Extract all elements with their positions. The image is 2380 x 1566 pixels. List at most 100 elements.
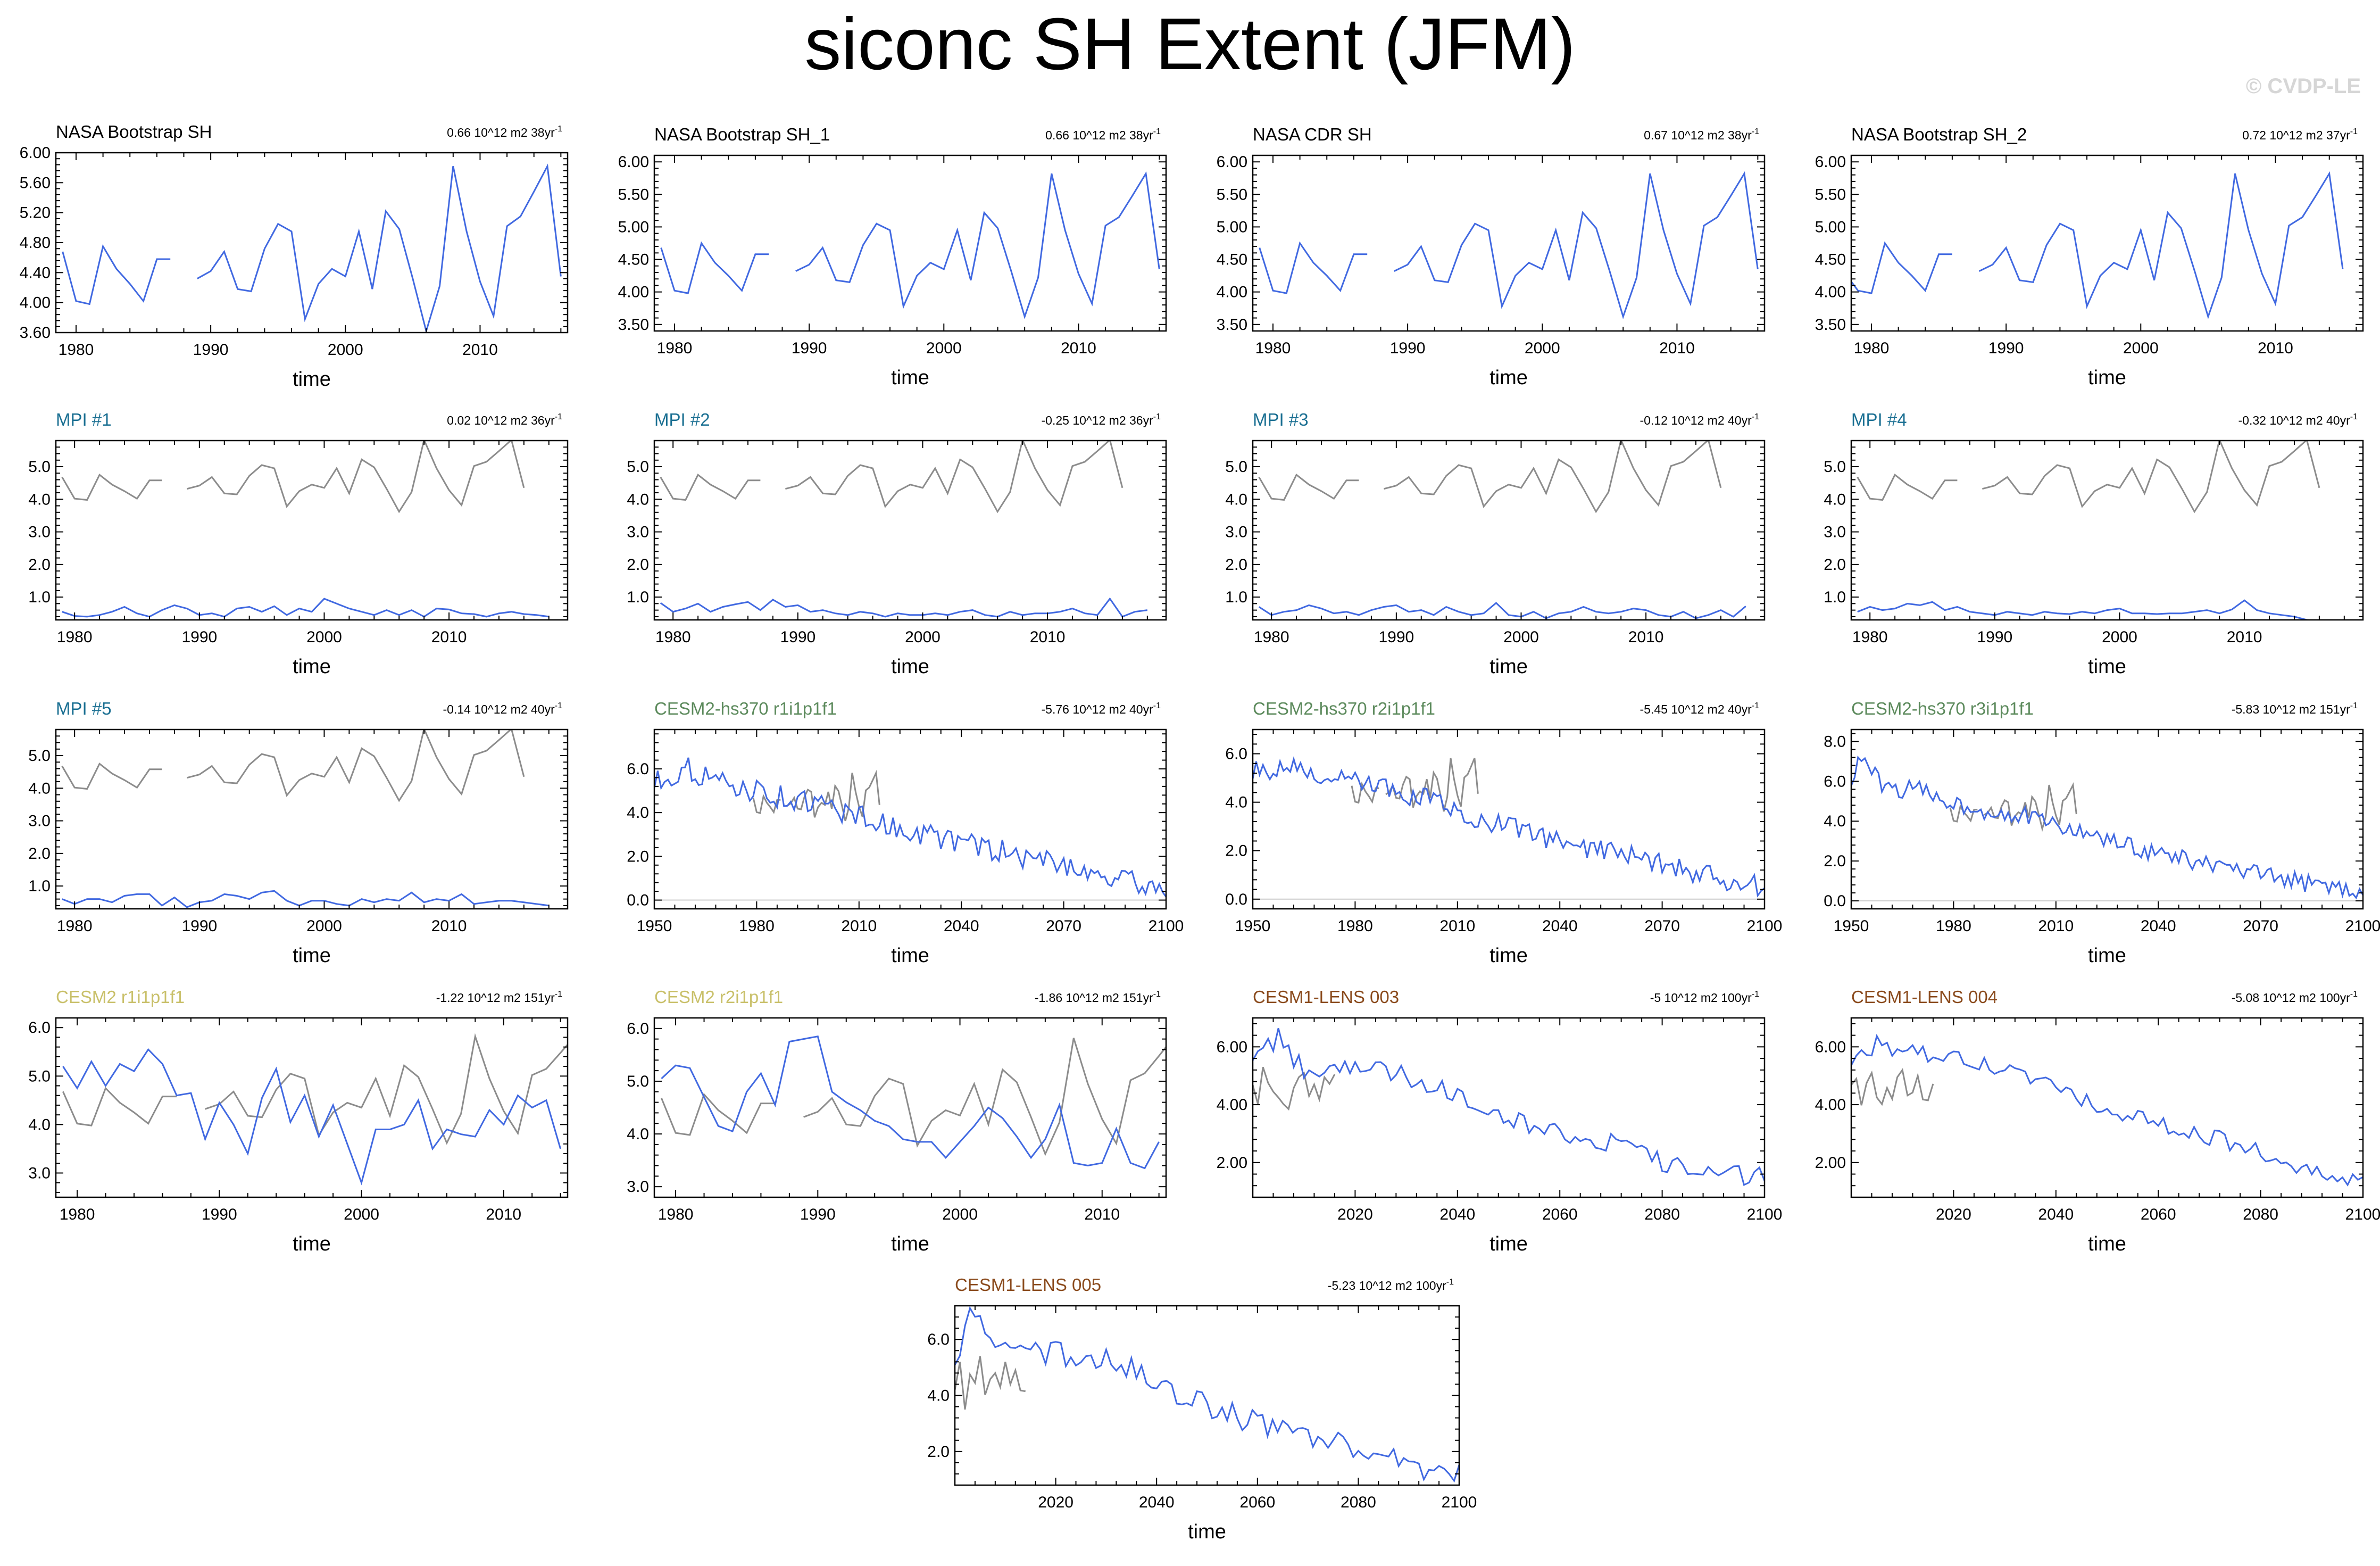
x-axis-label: time [1489, 367, 1528, 389]
y-tick-label: 6.0 [627, 1020, 649, 1038]
panel-title: MPI #3 [1253, 410, 1309, 429]
y-tick-label: 5.0 [1824, 458, 1846, 476]
x-tick-label: 2000 [2123, 339, 2159, 357]
x-tick-label: 1990 [1988, 339, 2024, 357]
y-tick-label: 5.00 [1815, 218, 1846, 236]
x-tick-label: 2040 [1439, 1206, 1475, 1223]
x-tick-label: 2040 [2038, 1206, 2074, 1223]
chart-panel: 1980 1990 2000 2010 1.0 2.0 3.0 4.0 5.0 time MPI #… [1225, 410, 1766, 678]
y-tick-label: 8.0 [1824, 733, 1846, 750]
x-axis-label: time [2088, 944, 2126, 967]
x-tick-label: 2000 [328, 341, 363, 359]
x-tick-label: 2100 [1149, 917, 1184, 935]
y-tick-label: 4.50 [1217, 251, 1247, 269]
series-line [1258, 602, 1746, 619]
x-tick-label: 2010 [2227, 628, 2262, 646]
y-tick-label: 3.0 [28, 524, 51, 541]
x-axis-label: time [1489, 1233, 1528, 1255]
plot-frame [954, 1305, 1460, 1486]
y-tick-label: 6.0 [1824, 773, 1846, 790]
x-tick-label: 1950 [1235, 917, 1271, 935]
y-tick-label: 3.50 [1815, 316, 1846, 334]
y-tick-label: 3.50 [1217, 316, 1247, 334]
y-tick-label: 4.00 [1815, 1096, 1846, 1114]
plot-frame [55, 440, 569, 621]
chart-panel: 1980 1990 2000 2010 3.50 4.00 4.50 5.00 5.50 6.00… [1217, 125, 1766, 389]
panel-title: CESM2 r1i1p1f1 [56, 987, 185, 1007]
x-tick-label: 1990 [181, 628, 217, 646]
y-tick-label: 5.0 [28, 458, 51, 476]
series-line [62, 598, 549, 618]
x-tick-label: 1980 [1854, 339, 1890, 357]
y-tick-label: 4.00 [1217, 1096, 1247, 1114]
x-tick-label: 1980 [1254, 628, 1289, 646]
x-tick-label: 2000 [306, 628, 342, 646]
y-tick-label: 5.50 [1815, 186, 1846, 203]
trend-label: -1.22 10^12 m2 151yr-1 [436, 990, 562, 1005]
y-tick-label: 5.0 [627, 458, 649, 476]
trend-label: 0.67 10^12 m2 38yr-1 [1644, 127, 1759, 142]
y-tick-label: 2.0 [927, 1443, 950, 1461]
trend-label: -1.86 10^12 m2 151yr-1 [1035, 990, 1161, 1005]
x-tick-label: 2010 [2258, 339, 2293, 357]
panel-title: NASA Bootstrap SH_2 [1851, 125, 2027, 144]
x-axis-label: time [293, 656, 331, 678]
series-line [661, 1038, 1166, 1156]
x-tick-label: 1950 [637, 917, 672, 935]
series-line [654, 757, 1166, 898]
x-tick-label: 1990 [780, 628, 815, 646]
x-tick-label: 2010 [1030, 628, 1066, 646]
y-tick-label: 6.00 [1217, 153, 1247, 171]
x-tick-label: 2040 [944, 917, 979, 935]
trend-label: 0.66 10^12 m2 38yr-1 [447, 125, 562, 139]
y-tick-label: 1.0 [28, 877, 51, 895]
y-tick-label: 3.0 [1225, 524, 1247, 541]
x-axis-label: time [293, 1233, 331, 1255]
y-tick-label: 4.80 [20, 234, 51, 252]
y-tick-label: 4.00 [1815, 284, 1846, 301]
series-line [1949, 782, 2077, 832]
x-tick-label: 2060 [2141, 1206, 2176, 1223]
y-tick-label: 5.0 [1225, 458, 1247, 476]
y-tick-label: 0.0 [627, 892, 649, 909]
y-tick-label: 2.0 [1824, 852, 1846, 870]
x-tick-label: 2080 [1644, 1206, 1680, 1223]
series-line [660, 441, 1124, 513]
y-tick-label: 5.0 [28, 1067, 51, 1085]
y-tick-label: 2.00 [1815, 1154, 1846, 1172]
y-tick-label: 5.60 [20, 174, 51, 192]
chart-panel: 1980 1990 2000 2010 3.50 4.00 4.50 5.00 5.50 6.00… [1815, 125, 2364, 389]
panel-title: NASA CDR SH [1253, 125, 1372, 144]
trend-label: 0.02 10^12 m2 36yr-1 [447, 412, 562, 427]
trend-label: 0.72 10^12 m2 37yr-1 [2242, 127, 2358, 142]
series-line [1851, 756, 2363, 900]
series-line [1259, 171, 1759, 320]
y-tick-label: 4.0 [1824, 813, 1846, 830]
series-line [1253, 1028, 1765, 1186]
x-tick-label: 1990 [792, 339, 827, 357]
x-tick-label: 2040 [1542, 917, 1578, 935]
x-tick-label: 2000 [2102, 628, 2137, 646]
y-tick-label: 4.0 [927, 1387, 950, 1405]
y-tick-label: 3.0 [627, 1178, 649, 1196]
y-tick-label: 4.00 [20, 294, 51, 312]
x-tick-label: 2010 [486, 1206, 521, 1223]
chart-panel: 2020 2040 2060 2080 2100 2.0 4.0 6.0 time CESM1-L… [927, 1275, 1477, 1543]
panel-title: CESM2 r2i1p1f1 [654, 987, 783, 1007]
series-line [62, 890, 549, 908]
x-tick-label: 1980 [1852, 628, 1888, 646]
x-tick-label: 2020 [1936, 1206, 1971, 1223]
series-line [61, 441, 525, 513]
y-tick-label: 4.0 [1824, 491, 1846, 508]
chart-panel: 1950 1980 2010 2040 2070 2100 0.0 2.0 4.0 6.0 time… [627, 699, 1184, 967]
plot-frame [1850, 1017, 2364, 1198]
y-tick-label: 5.50 [618, 186, 649, 203]
x-tick-label: 2010 [1061, 339, 1096, 357]
x-tick-label: 1980 [739, 917, 775, 935]
y-tick-label: 4.0 [627, 804, 649, 822]
panel-title: CESM2-hs370 r3i1p1f1 [1851, 699, 2034, 718]
x-axis-label: time [891, 656, 929, 678]
series-line [661, 1035, 1160, 1170]
y-tick-label: 2.0 [1225, 842, 1247, 860]
plot-frame [55, 728, 569, 910]
